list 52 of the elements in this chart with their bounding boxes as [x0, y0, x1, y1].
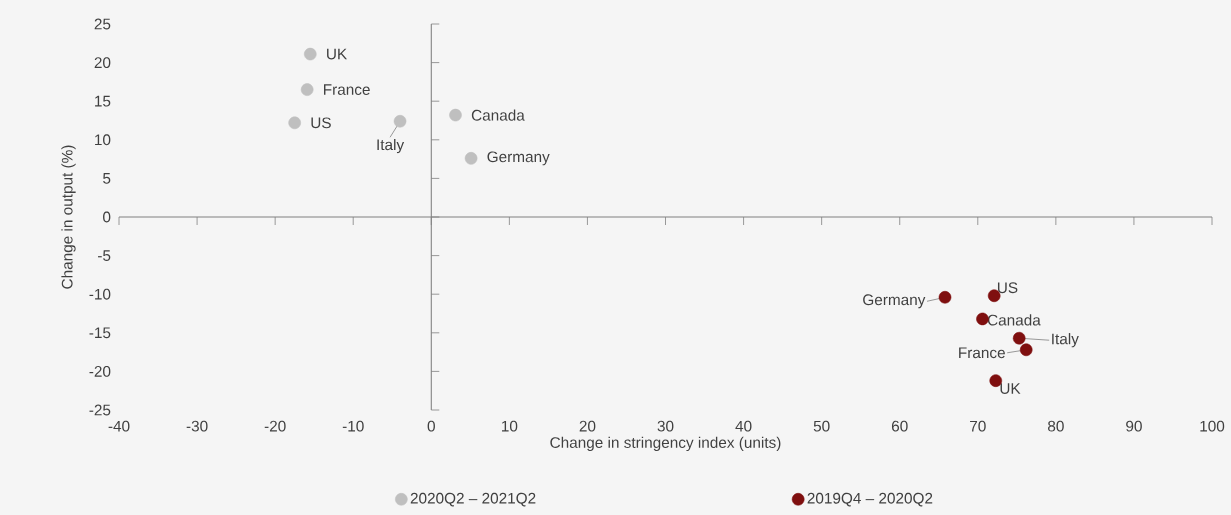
x-tick-label: 80: [1048, 420, 1064, 432]
y-tick-label: 25: [94, 18, 111, 30]
annotation: France: [324, 84, 370, 95]
y-tick-label: -10: [89, 288, 111, 300]
y-axis-title: Change in output (%): [61, 145, 76, 289]
y-tick-label: -15: [89, 327, 111, 339]
x-tick-label: 20: [579, 420, 596, 432]
y-tick-label: 15: [95, 95, 111, 107]
y-tick-label: 5: [103, 173, 111, 184]
x-tick-label: 90: [1126, 420, 1142, 432]
x-tick-label: 100: [1200, 420, 1225, 432]
point: [393, 115, 407, 128]
point: [1019, 343, 1033, 357]
x-axis-title: Change in stringency index (units): [550, 436, 781, 452]
x-tick-label: 60: [891, 420, 908, 432]
point: [464, 152, 478, 165]
x-tick-label: 70: [970, 420, 986, 432]
x-tick-label: 30: [657, 420, 674, 432]
annotation: Canada: [987, 314, 1041, 326]
annotation: Italy: [377, 138, 405, 154]
x-tick-label: -40: [108, 420, 130, 432]
point: [288, 116, 301, 130]
point: [938, 291, 952, 304]
annotation: US: [311, 117, 331, 129]
x-tick-label: 0: [427, 420, 435, 432]
x-tick-label: -20: [264, 420, 286, 432]
point: [300, 83, 314, 96]
annotation: France: [959, 347, 1005, 359]
point: [1012, 331, 1026, 345]
annotation: Germany: [863, 294, 926, 309]
annotation: UK: [1000, 383, 1021, 394]
point: [976, 312, 989, 326]
point: [449, 108, 462, 122]
y-tick-label: -25: [89, 404, 111, 416]
y-tick-label: 20: [94, 57, 111, 69]
x-tick-label: 50: [813, 420, 830, 432]
annotation: Germany: [487, 151, 550, 166]
legend-label: 2019Q4 – 2020Q2: [807, 492, 933, 507]
y-tick-label: -5: [98, 250, 111, 261]
x-tick-label: -10: [342, 420, 364, 432]
x-tick-label: 10: [502, 420, 518, 432]
y-tick-label: -20: [89, 365, 111, 377]
annotation: UK: [327, 48, 348, 60]
x-tick-label: -30: [186, 420, 208, 432]
point: [304, 47, 317, 61]
annotation: Canada: [471, 109, 525, 121]
y-tick-label: 10: [95, 134, 111, 146]
legend-label: 2020Q2 – 2021Q2: [410, 492, 536, 507]
annotation: Italy: [1052, 333, 1079, 348]
y-tick-label: 0: [103, 211, 111, 223]
x-tick-label: 40: [735, 420, 752, 432]
annotation: US: [997, 282, 1018, 294]
